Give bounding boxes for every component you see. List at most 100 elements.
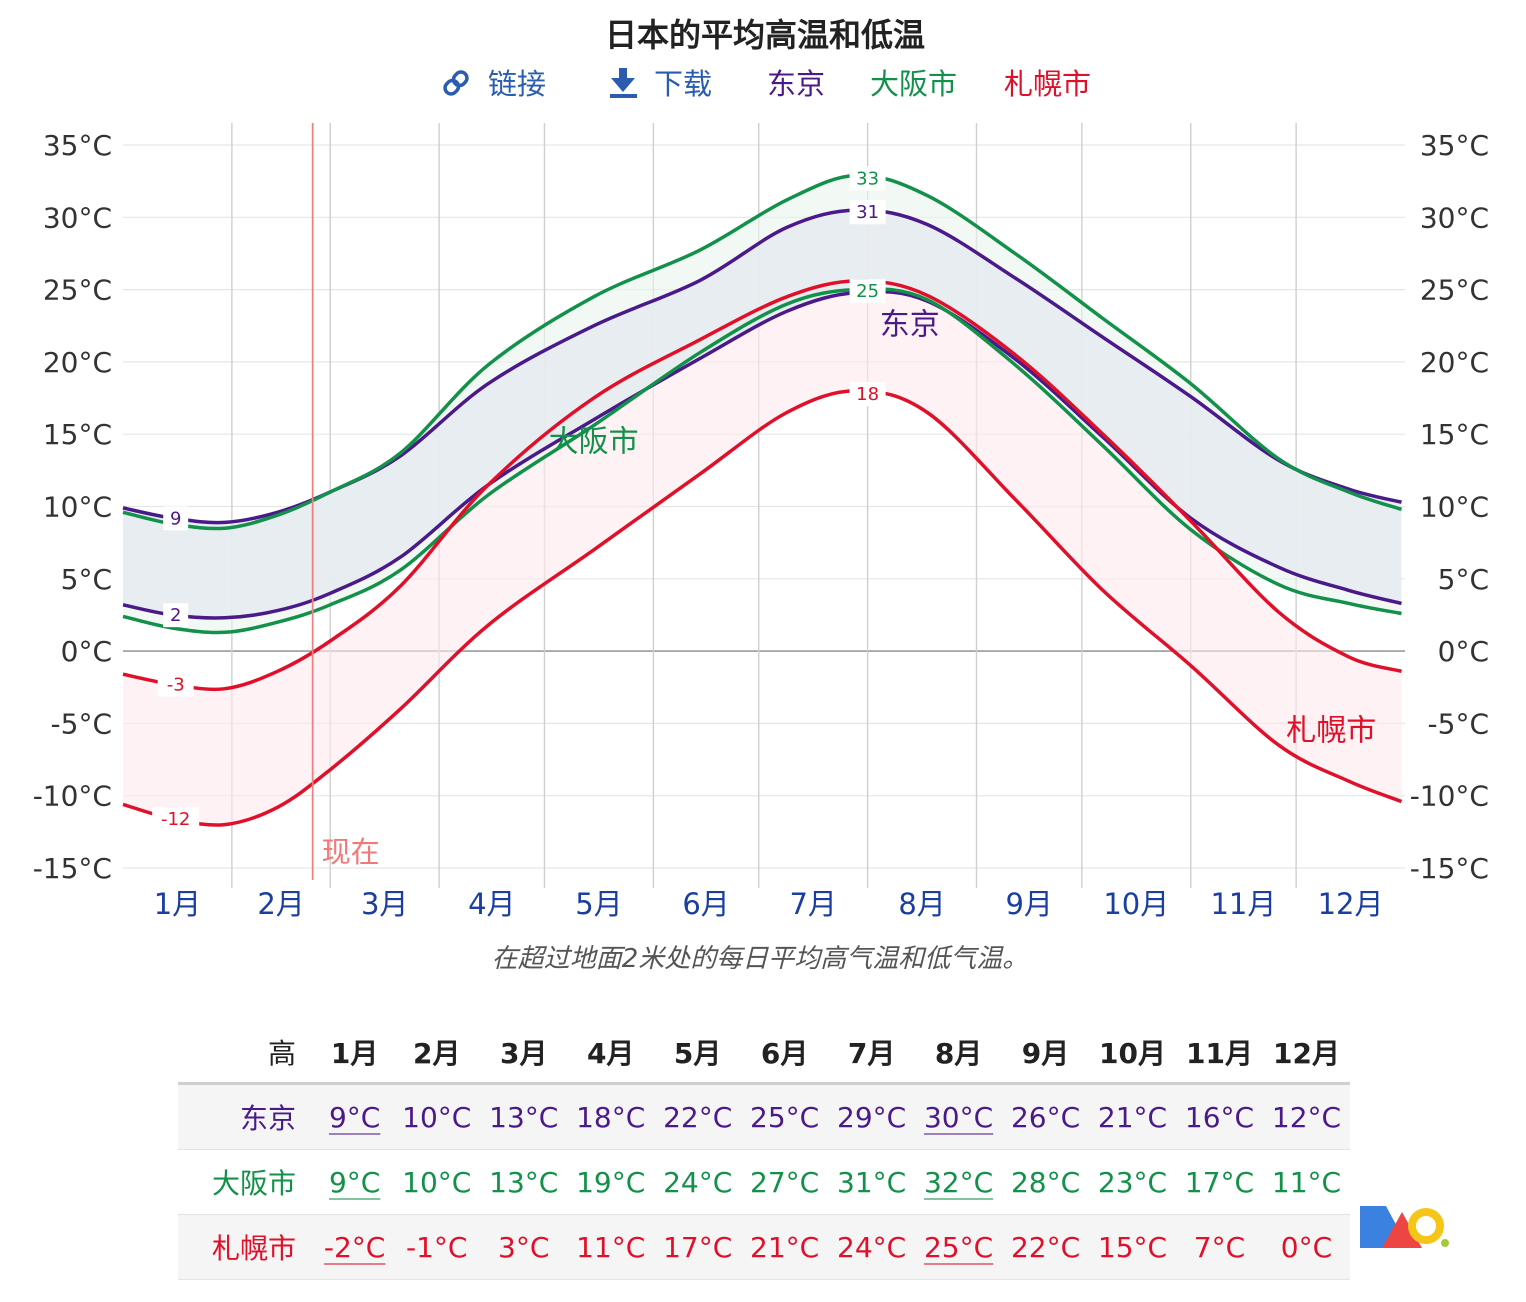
ytick-right-10°C: 10°C (1420, 491, 1489, 524)
link-button[interactable]: 链接 (443, 67, 546, 101)
table-header-month: 9月 (1021, 1037, 1070, 1070)
xtick-11月: 11月 (1210, 887, 1276, 921)
table-row-city: 札幌市 (211, 1232, 296, 1265)
table-header-month: 12月 (1272, 1037, 1340, 1070)
table-cell: 32°C (923, 1165, 994, 1199)
peak-label-札幌市-low: -12 (161, 809, 190, 830)
table-row-city: 大阪市 (211, 1167, 296, 1200)
table-cell: 13°C (489, 1100, 559, 1134)
ytick-left--15°C: -15°C (33, 852, 112, 885)
table-cell: 3°C (498, 1230, 550, 1264)
table-cell: 7°C (1193, 1230, 1246, 1264)
ytick-right--15°C: -15°C (1410, 852, 1489, 885)
table-header-month: 10月 (1099, 1037, 1166, 1070)
xtick-12月: 12月 (1318, 887, 1384, 921)
xtick-10月: 10月 (1103, 887, 1169, 921)
ytick-left-35°C: 35°C (43, 129, 112, 162)
legend-osaka[interactable]: 大阪市 (870, 67, 957, 101)
table-row: 大阪市 9°C 10°C 13°C 19°C 24°C 27°C 31°C 32°C 28°C 23… (178, 1150, 1350, 1215)
table-cell: 26°C (1010, 1100, 1081, 1134)
peak-label-bg (849, 382, 886, 407)
xtick-3月: 3月 (361, 887, 408, 921)
table-header-row: 高 1月 2月 3月 4月 5月 6月 7月 8月 9月 10月 11月 12月 (178, 1022, 1350, 1084)
table-cell: 28°C (1010, 1165, 1081, 1199)
ytick-left--10°C: -10°C (33, 780, 112, 813)
table-cell: 12°C (1271, 1100, 1342, 1134)
table-header-month: 1月 (330, 1037, 379, 1070)
ytick-left-10°C: 10°C (43, 491, 112, 524)
download-button[interactable]: 下载 (610, 67, 712, 101)
table-cell: 16°C (1184, 1100, 1255, 1134)
table-cell: 30°C (923, 1100, 994, 1134)
table-cell: 10°C (402, 1165, 472, 1199)
table-corner-label: 高 (267, 1037, 296, 1070)
series-label-札幌市: 札幌市 (1286, 714, 1376, 749)
link-icon (443, 70, 469, 96)
table-cell: 24°C (837, 1230, 907, 1264)
weatherspark-logo (1360, 1206, 1449, 1248)
peak-label-东京-low: 2 (170, 605, 181, 626)
table-header-month: 6月 (760, 1037, 809, 1070)
line-札幌市-high (122, 279, 1402, 692)
table-header-month: 3月 (499, 1037, 548, 1070)
ytick-left--5°C: -5°C (51, 707, 112, 740)
ytick-right-20°C: 20°C (1420, 346, 1489, 379)
xtick-6月: 6月 (682, 887, 729, 921)
table-header-month: 5月 (673, 1037, 722, 1070)
table-row-city: 东京 (239, 1102, 296, 1135)
ytick-left-5°C: 5°C (61, 563, 112, 596)
table-cell: 17°C (663, 1230, 733, 1264)
table-header-month: 2月 (413, 1037, 461, 1070)
ytick-right-30°C: 30°C (1420, 201, 1489, 234)
table-cell: 25°C (923, 1230, 994, 1264)
peak-label-bg (163, 603, 189, 628)
peak-label-bg (849, 166, 886, 191)
peak-label-bg (849, 200, 886, 225)
peak-label-札幌市-high: -3 (167, 675, 185, 696)
download-icon (610, 68, 637, 98)
peak-label-bg (849, 279, 886, 304)
peak-label-札幌市-low: 18 (856, 384, 879, 405)
table-cell: 11°C (576, 1230, 646, 1264)
chart-title: 日本的平均高温和低温 (605, 16, 925, 54)
table-cell: 29°C (837, 1100, 907, 1134)
xtick-5月: 5月 (575, 887, 622, 921)
table-cell: -1°C (406, 1230, 468, 1264)
table-cell: 18°C (576, 1100, 646, 1134)
table-row: 札幌市 -2°C -1°C 3°C 11°C 17°C 21°C 24°C 25°C 22°C 15… (178, 1214, 1350, 1280)
table-cell: 15°C (1097, 1230, 1168, 1264)
line-大阪市-high (122, 173, 1403, 531)
ytick-left-15°C: 15°C (43, 418, 112, 451)
ytick-right-25°C: 25°C (1420, 274, 1489, 307)
peak-label-大阪市-low: 25 (856, 281, 879, 302)
legend-sapporo[interactable]: 札幌市 (1004, 67, 1091, 101)
download-label: 下载 (654, 67, 712, 101)
xtick-9月: 9月 (1005, 887, 1052, 921)
ytick-right-35°C: 35°C (1420, 129, 1489, 162)
table-cell: 19°C (576, 1165, 646, 1199)
now-marker: 现在 (311, 123, 380, 880)
table-body: 东京 9°C 10°C 13°C 18°C 22°C 25°C 29°C 30°C 26°C 21°… (178, 1083, 1350, 1280)
table-cell: 10°C (402, 1100, 472, 1134)
table-header-month: 8月 (934, 1037, 983, 1070)
table-cell: 27°C (750, 1165, 820, 1199)
table-cell: 9°C (328, 1165, 381, 1199)
xtick-1月: 1月 (154, 887, 201, 921)
table-header-month: 7月 (847, 1037, 896, 1070)
axes: -15°C -15°C -10°C -10°C -5°C -5°C 0°C 0°C 5°C 5°C… (33, 129, 1489, 921)
series-label-大阪市: 大阪市 (549, 424, 639, 459)
peak-label-bg (163, 506, 189, 531)
ytick-left-30°C: 30°C (43, 201, 112, 234)
table-header-month: 4月 (586, 1037, 635, 1070)
ytick-left-20°C: 20°C (43, 346, 112, 379)
line-札幌市-low (122, 389, 1403, 827)
line-东京-low (122, 289, 1402, 620)
ytick-right-0°C: 0°C (1438, 635, 1489, 668)
table-cell: 21°C (750, 1230, 820, 1264)
table-cell: 31°C (837, 1165, 907, 1199)
legend-tokyo[interactable]: 东京 (767, 67, 825, 101)
temperature-chart: 日本的平均高温和低温 链接 下载 东京 大阪市 札幌市 现在 9 2 -3 -12 33… (33, 16, 1489, 974)
link-label: 链接 (488, 67, 546, 101)
table-cell: 11°C (1271, 1165, 1342, 1199)
